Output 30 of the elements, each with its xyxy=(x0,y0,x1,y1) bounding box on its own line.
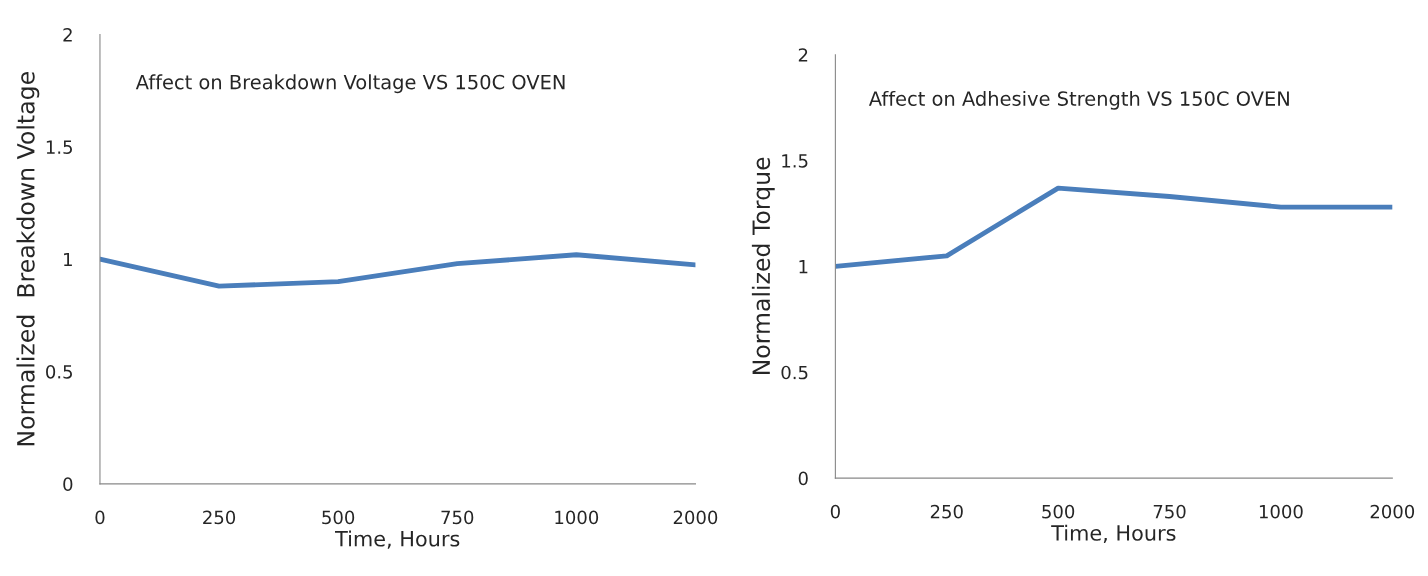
y-tick-label: 2 xyxy=(63,28,72,42)
y-tick-label: 0 xyxy=(798,471,808,486)
x-tick-label: 1000 xyxy=(1259,504,1303,519)
y-tick-label: 2 xyxy=(798,48,808,62)
y-tick-label: 1 xyxy=(799,260,808,274)
y-tick-label: 0 xyxy=(63,477,73,491)
y-tick-label: 0.5 xyxy=(46,364,72,379)
x-tick-label: 750 xyxy=(1153,504,1186,519)
x-tick-label: 0 xyxy=(95,510,105,525)
x-axis-title: Time, Hours xyxy=(335,530,460,549)
y-axis-title: Normalized Breakdown Voltage xyxy=(16,72,40,446)
text: Affect on Adhesive Strength VS 150C OVEN xyxy=(868,90,1289,110)
line-series xyxy=(835,185,1393,269)
y-tick-label: 0.5 xyxy=(781,365,808,380)
line-series xyxy=(99,252,696,289)
x-tick-label: 500 xyxy=(322,510,355,525)
text: Affect on Breakdown Voltage VS 150C OVEN xyxy=(135,74,565,94)
x-tick-label: 2000 xyxy=(1370,504,1415,519)
x-axis-title: Time, Hours xyxy=(1051,524,1176,543)
x-tick-label: 1000 xyxy=(555,510,599,525)
x-tick-label: 250 xyxy=(203,510,236,525)
x-tick-label: 0 xyxy=(830,504,840,519)
x-tick-label: 250 xyxy=(930,504,963,519)
x-tick-label: 750 xyxy=(441,510,474,525)
x-tick-label: 500 xyxy=(1042,504,1075,519)
y-tick-label: 1.5 xyxy=(46,140,72,154)
y-tick-label: 1 xyxy=(64,252,72,267)
y-axis-title: Normalized Torque xyxy=(751,157,775,375)
y-tick-label: 1.5 xyxy=(782,154,808,168)
x-tick-label: 2000 xyxy=(673,510,718,525)
